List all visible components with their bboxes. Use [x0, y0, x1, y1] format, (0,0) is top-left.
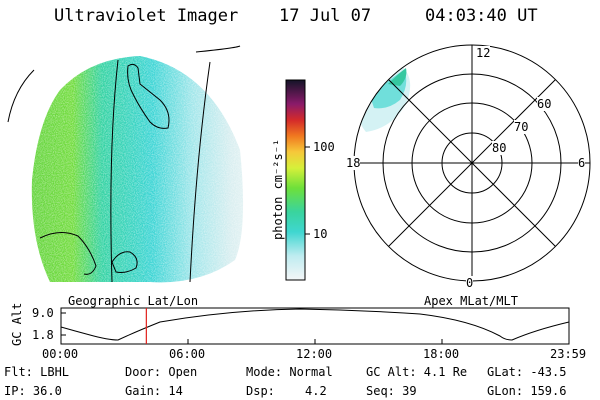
colorbar-tick-100: 100	[313, 140, 335, 154]
mlat-label-80: 80	[492, 141, 507, 155]
status-gain: Gain: 14	[125, 384, 183, 398]
status-seq: Seq: 39	[366, 384, 417, 398]
mlt-label-12: 12	[476, 46, 491, 60]
timeline-ylabel: GC Alt	[10, 302, 24, 346]
mlt-label-6: 6	[578, 156, 586, 170]
status-glat: GLat: -43.5	[487, 365, 567, 379]
timeline-xtick-3: 18:00	[423, 347, 460, 361]
instrument-title: Ultraviolet Imager	[54, 6, 239, 26]
timeline-xtick-2: 12:00	[296, 347, 333, 361]
status-dsp-value: 4.2	[305, 384, 327, 398]
colorbar-label: photon cm⁻²s⁻¹	[271, 138, 285, 240]
timeline-xtick-4: 23:59	[550, 347, 587, 361]
mlat-label-70: 70	[514, 120, 529, 134]
status-glon: GLon: 159.6	[487, 384, 567, 398]
timeline-xtick-0: 00:00	[42, 347, 79, 361]
mlt-label-0: 0	[466, 276, 474, 290]
polar-panel-label: Apex MLat/MLT	[424, 294, 518, 308]
colorbar-tick-10: 10	[313, 227, 328, 241]
mlt-label-18: 18	[346, 156, 361, 170]
timeline-xtick-1: 06:00	[169, 347, 206, 361]
timeline-ytick-9: 9.0	[32, 306, 54, 320]
observation-date: 17 Jul 07	[279, 6, 372, 26]
geo-panel-label: Geographic Lat/Lon	[68, 294, 199, 308]
observation-time: 04:03:40 UT	[425, 6, 538, 26]
status-door: Door: Open	[125, 365, 198, 379]
status-filter: Flt: LBHL	[4, 365, 70, 379]
status-ip: IP: 36.0	[4, 384, 62, 398]
mlat-label-60: 60	[537, 97, 552, 111]
status-mode: Mode: Normal	[246, 365, 333, 379]
status-dsp-label: Dsp:	[246, 384, 275, 398]
status-gc-alt: GC Alt: 4.1 Re	[366, 365, 468, 379]
timeline-ytick-1-8: 1.8	[32, 328, 54, 342]
